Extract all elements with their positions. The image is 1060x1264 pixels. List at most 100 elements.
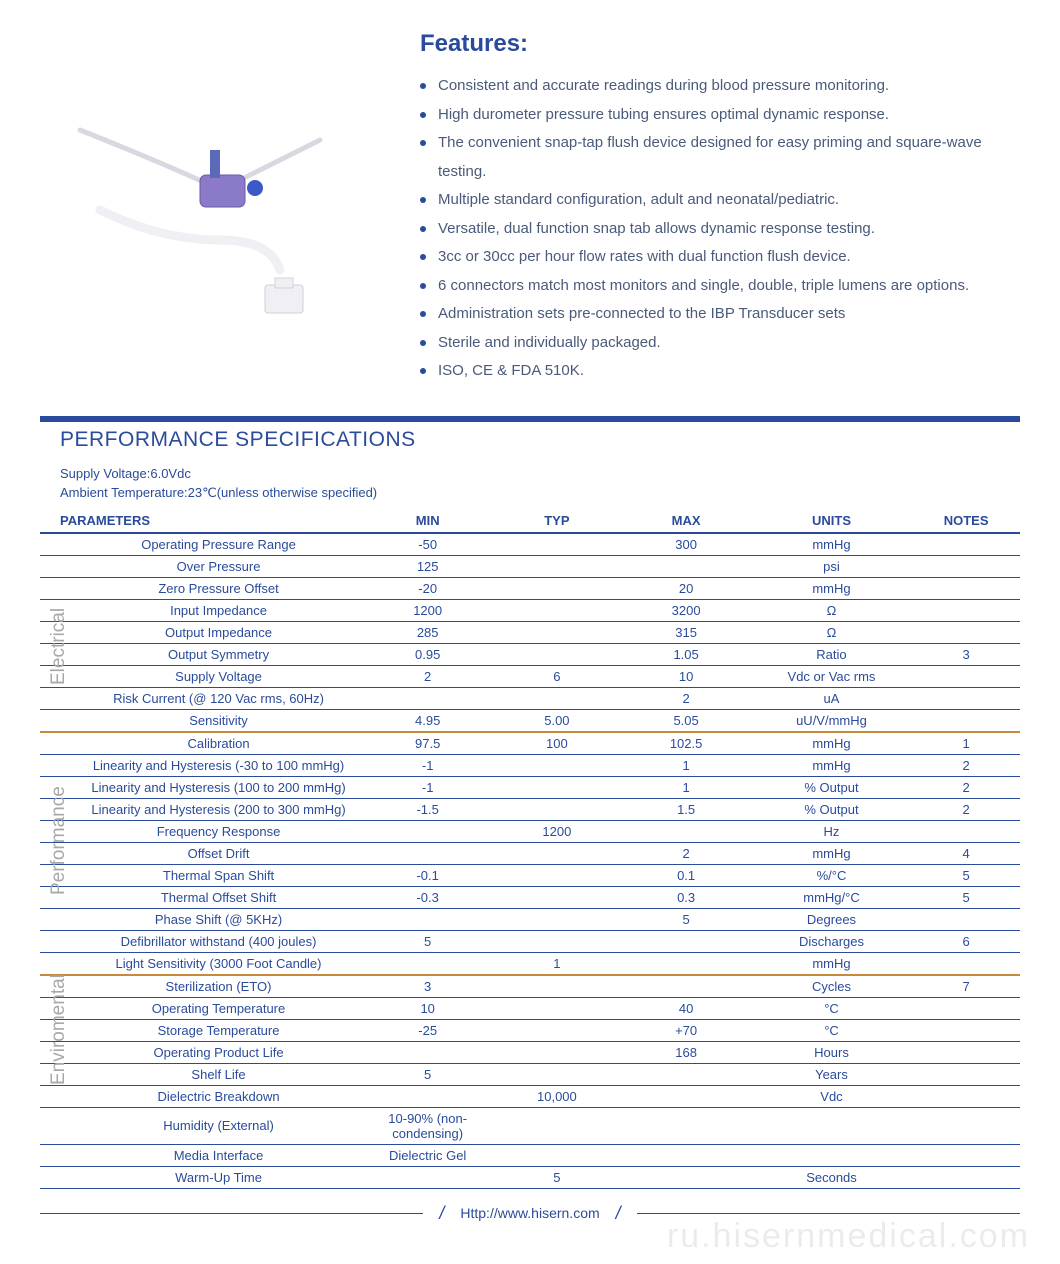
table-cell: Linearity and Hysteresis (-30 to 100 mmH… xyxy=(40,754,363,776)
table-cell: 20 xyxy=(622,577,751,599)
table-cell: -0.1 xyxy=(363,864,492,886)
table-row: Storage Temperature-25+70°C xyxy=(40,1019,1020,1041)
product-image xyxy=(40,20,380,340)
feature-item: ISO, CE & FDA 510K. xyxy=(420,357,1020,386)
spec-heading: PERFORMANCE SPECIFICATIONS xyxy=(40,428,1020,452)
table-cell xyxy=(492,643,621,665)
table-cell xyxy=(912,709,1020,732)
table-cell: % Output xyxy=(751,776,913,798)
table-cell: 1 xyxy=(912,732,1020,755)
table-cell xyxy=(622,1107,751,1144)
table-cell: Supply Voltage xyxy=(40,665,363,687)
table-row: Defibrillator withstand (400 joules)5Dis… xyxy=(40,930,1020,952)
table-cell xyxy=(492,975,621,998)
table-cell: Vdc or Vac rms xyxy=(751,665,913,687)
table-cell: 5 xyxy=(363,930,492,952)
table-cell: psi xyxy=(751,555,913,577)
table-cell: 2 xyxy=(622,687,751,709)
table-row: Media InterfaceDielectric Gel xyxy=(40,1144,1020,1166)
table-cell: Dielectric Breakdown xyxy=(40,1085,363,1107)
features-title: Features: xyxy=(420,30,1020,58)
table-row: Warm-Up Time5Seconds xyxy=(40,1166,1020,1188)
table-row: Input Impedance12003200Ω xyxy=(40,599,1020,621)
table-row: Supply Voltage2610Vdc or Vac rms xyxy=(40,665,1020,687)
table-cell xyxy=(912,621,1020,643)
table-cell: -20 xyxy=(363,577,492,599)
table-cell: 10 xyxy=(363,997,492,1019)
feature-item: 6 connectors match most monitors and sin… xyxy=(420,272,1020,301)
table-cell: Output Symmetry xyxy=(40,643,363,665)
col-typ: TYP xyxy=(492,509,621,533)
table-cell: 6 xyxy=(492,665,621,687)
table-cell: Linearity and Hysteresis (100 to 200 mmH… xyxy=(40,776,363,798)
table-cell: 5.05 xyxy=(622,709,751,732)
table-cell: 5 xyxy=(912,864,1020,886)
table-row: Sterilization (ETO)3Cycles7 xyxy=(40,975,1020,998)
table-cell: 5 xyxy=(622,908,751,930)
table-cell: Ω xyxy=(751,599,913,621)
table-cell: mmHg xyxy=(751,842,913,864)
table-cell xyxy=(492,621,621,643)
table-row: Phase Shift (@ 5KHz)5Degrees xyxy=(40,908,1020,930)
col-min: MIN xyxy=(363,509,492,533)
table-cell: °C xyxy=(751,997,913,1019)
table-cell: 2 xyxy=(912,754,1020,776)
table-cell: Ratio xyxy=(751,643,913,665)
table-row: Dielectric Breakdown10,000Vdc xyxy=(40,1085,1020,1107)
footer-url[interactable]: Http://www.hisern.com xyxy=(460,1205,599,1221)
col-max: MAX xyxy=(622,509,751,533)
table-cell xyxy=(492,555,621,577)
table-cell: Ω xyxy=(751,621,913,643)
table-cell: Hours xyxy=(751,1041,913,1063)
table-cell: 125 xyxy=(363,555,492,577)
table-cell xyxy=(751,1144,913,1166)
table-cell: 4.95 xyxy=(363,709,492,732)
table-cell: Seconds xyxy=(751,1166,913,1188)
table-cell: 5.00 xyxy=(492,709,621,732)
table-cell: Warm-Up Time xyxy=(40,1166,363,1188)
table-cell xyxy=(912,952,1020,975)
table-cell: -25 xyxy=(363,1019,492,1041)
table-row: Thermal Span Shift-0.10.1%/°C5 xyxy=(40,864,1020,886)
table-row: Linearity and Hysteresis (200 to 300 mmH… xyxy=(40,798,1020,820)
page: Features: Consistent and accurate readin… xyxy=(0,0,1060,1264)
table-row: Risk Current (@ 120 Vac rms, 60Hz)2uA xyxy=(40,687,1020,709)
table-cell xyxy=(622,930,751,952)
table-cell: Operating Temperature xyxy=(40,997,363,1019)
table-cell xyxy=(363,842,492,864)
table-row: Shelf Life5Years xyxy=(40,1063,1020,1085)
table-row: Operating Product Life168Hours xyxy=(40,1041,1020,1063)
table-cell xyxy=(492,798,621,820)
table-cell: 3 xyxy=(363,975,492,998)
table-cell: Risk Current (@ 120 Vac rms, 60Hz) xyxy=(40,687,363,709)
table-cell: 3200 xyxy=(622,599,751,621)
table-cell xyxy=(912,1107,1020,1144)
table-cell: +70 xyxy=(622,1019,751,1041)
feature-item: High durometer pressure tubing ensures o… xyxy=(420,101,1020,130)
feature-item: 3cc or 30cc per hour flow rates with dua… xyxy=(420,243,1020,272)
table-cell xyxy=(492,864,621,886)
table-cell: 4 xyxy=(912,842,1020,864)
table-cell: Offset Drift xyxy=(40,842,363,864)
table-row: Calibration97.5100102.5mmHg1 xyxy=(40,732,1020,755)
table-cell xyxy=(363,1085,492,1107)
table-cell: 1 xyxy=(492,952,621,975)
footer-line-left xyxy=(40,1213,423,1214)
table-cell: 0.95 xyxy=(363,643,492,665)
table-cell xyxy=(363,908,492,930)
table-row: Over Pressure125psi xyxy=(40,555,1020,577)
feature-item: Versatile, dual function snap tab allows… xyxy=(420,215,1020,244)
table-cell xyxy=(363,1041,492,1063)
table-cell xyxy=(492,577,621,599)
table-cell: Operating Product Life xyxy=(40,1041,363,1063)
table-cell: Storage Temperature xyxy=(40,1019,363,1041)
table-row: Frequency Response1200Hz xyxy=(40,820,1020,842)
col-parameters: PARAMETERS xyxy=(40,509,363,533)
table-cell xyxy=(492,599,621,621)
table-cell: 5 xyxy=(912,886,1020,908)
table-cell: 2 xyxy=(622,842,751,864)
table-cell xyxy=(622,1085,751,1107)
table-row: Thermal Offset Shift-0.30.3mmHg/°C5 xyxy=(40,886,1020,908)
table-cell xyxy=(363,1166,492,1188)
table-cell: 1200 xyxy=(363,599,492,621)
